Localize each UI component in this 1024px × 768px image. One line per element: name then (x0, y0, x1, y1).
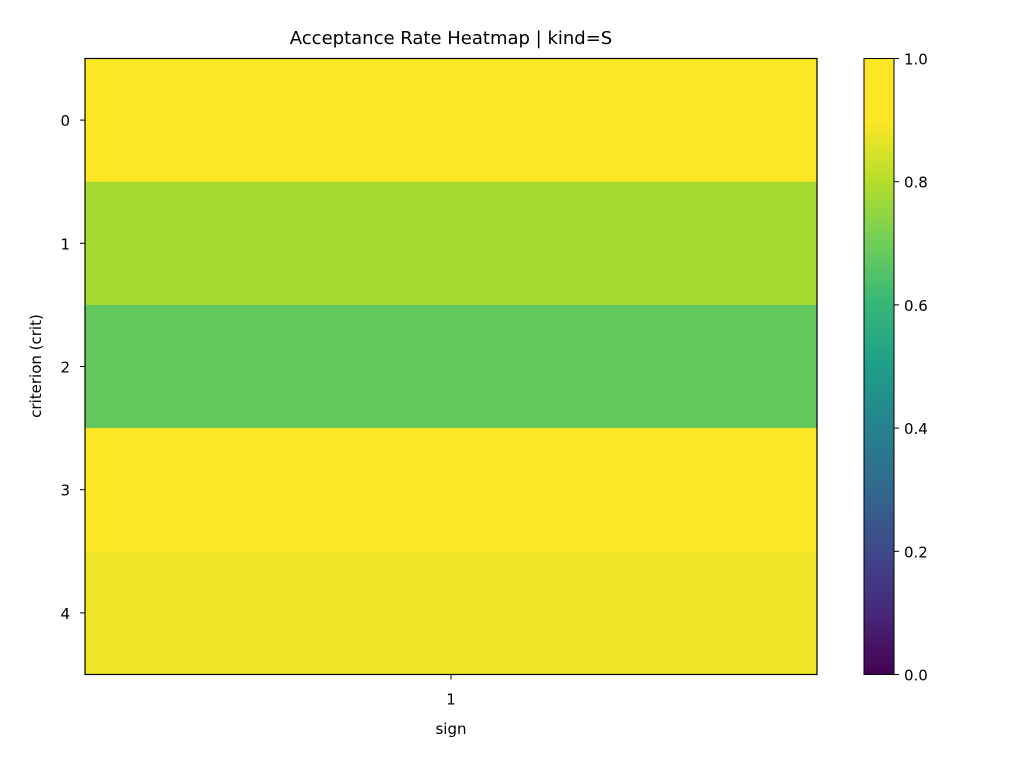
heatmap-cell (85, 304, 818, 429)
colorbar-tick-label: 0.8 (904, 174, 928, 192)
y-tick-label: 1 (60, 235, 70, 253)
colorbar-tick-label: 0.0 (904, 667, 928, 685)
y-tick-label: 2 (60, 359, 70, 377)
colorbar-tick-label: 1.0 (904, 51, 928, 69)
colorbar (863, 58, 895, 675)
heatmap-cell (85, 551, 818, 675)
chart-title: Acceptance Rate Heatmap | kind=S (290, 28, 612, 49)
heatmap-cell (85, 58, 818, 183)
heatmap-cell (85, 181, 818, 306)
y-axis-ticks: 0 1 2 3 4 (60, 112, 85, 623)
heatmap-cells (85, 58, 818, 675)
colorbar-tick-label: 0.6 (904, 297, 928, 315)
x-axis-label: sign (435, 720, 466, 738)
colorbar-tick-label: 0.2 (904, 543, 928, 561)
y-tick-label: 0 (60, 112, 70, 130)
colorbar-tick-label: 0.4 (904, 420, 928, 438)
heatmap-cell (85, 428, 818, 552)
y-axis-label: criterion (crit) (27, 314, 45, 418)
colorbar-ticks: 0.0 0.2 0.4 0.6 0.8 1.0 (894, 51, 928, 685)
x-axis-ticks: 1 (446, 674, 456, 709)
y-tick-label: 4 (60, 605, 70, 623)
x-tick-label: 1 (446, 691, 456, 709)
y-tick-label: 3 (60, 482, 70, 500)
